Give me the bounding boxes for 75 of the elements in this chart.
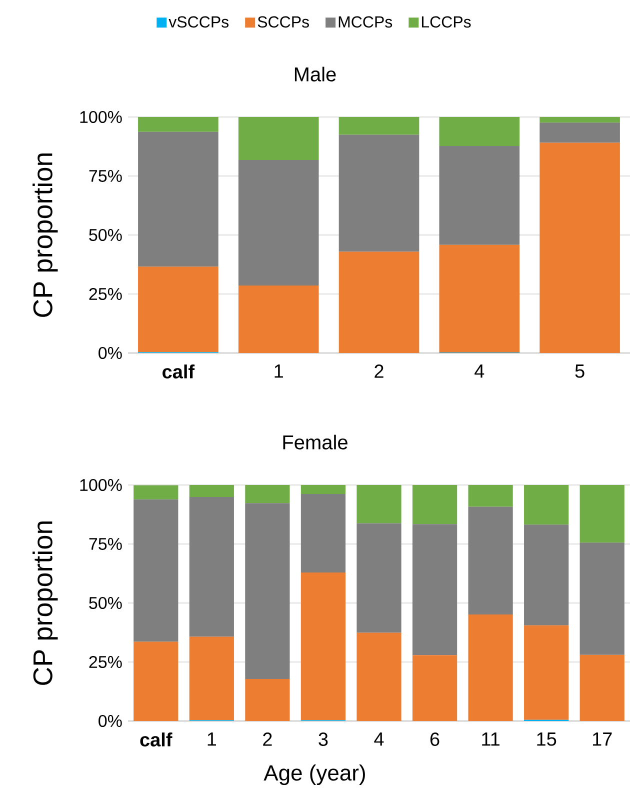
x-tick-label: 11 (482, 732, 500, 746)
bar (245, 678, 290, 721)
y-tick-label: 75% (89, 538, 122, 550)
bar (439, 146, 520, 245)
bar (300, 572, 346, 720)
bar (524, 485, 569, 525)
bar (134, 642, 178, 721)
bar (468, 614, 513, 721)
bar (189, 636, 234, 720)
bar (356, 485, 402, 524)
legend-label: LCCPs (422, 16, 471, 28)
bar (356, 632, 402, 721)
bar (524, 625, 569, 720)
bar (238, 116, 319, 160)
bar (412, 485, 458, 524)
bar (338, 252, 420, 353)
bar (412, 524, 458, 656)
x-tick-label: 4 (374, 732, 384, 746)
x-tick-label: 15 (537, 732, 556, 746)
bar (468, 506, 513, 615)
y-tick-label: 100% (80, 478, 122, 492)
x-tick-label: calf (140, 732, 172, 746)
legend-label: MCCPs (338, 16, 392, 28)
y-tick-label: 25% (89, 288, 122, 300)
bar (238, 160, 319, 286)
bar (138, 132, 218, 267)
y-tick-label: 75% (89, 170, 122, 182)
x-tick-label: 4 (474, 364, 484, 378)
x-tick-label: 1 (274, 364, 283, 378)
x-axis-title: Age (year) (264, 764, 365, 786)
x-tick-label: 2 (263, 732, 272, 746)
bar (580, 485, 624, 543)
y-tick-label: 100% (80, 110, 122, 124)
bar (338, 134, 420, 252)
y-axis-title: CP proportion (32, 522, 58, 685)
bar (468, 485, 513, 507)
y-tick-label: 0% (98, 714, 122, 728)
chart-title: Male (294, 66, 336, 82)
y-axis-title: CP proportion (32, 154, 58, 317)
chart-title: Female (283, 434, 348, 450)
x-tick-label: 2 (374, 364, 384, 378)
bar (245, 485, 290, 504)
y-tick-label: 50% (89, 228, 122, 242)
bar (300, 485, 346, 494)
y-tick-label: 0% (98, 346, 122, 360)
bar (412, 655, 458, 721)
y-tick-label: 25% (89, 656, 122, 668)
x-tick-label: calf (162, 364, 195, 378)
bar (356, 523, 402, 633)
bar (338, 116, 420, 135)
y-tick-label: 50% (89, 596, 122, 610)
bar (134, 485, 178, 500)
bar (580, 542, 624, 655)
bar (138, 266, 218, 352)
bar (138, 116, 218, 132)
bar (238, 285, 319, 353)
bar (540, 122, 620, 143)
bar (134, 499, 178, 642)
bar (540, 116, 620, 123)
bar (540, 142, 620, 353)
bar (189, 497, 234, 637)
x-tick-label: 6 (430, 732, 440, 746)
bar (439, 116, 520, 146)
bar (524, 524, 569, 626)
bar (189, 485, 234, 498)
bar (300, 494, 346, 573)
legend-label: vSCCPs (168, 16, 229, 28)
bar (439, 244, 520, 353)
x-tick-label: 5 (575, 364, 584, 378)
x-tick-label: 3 (318, 732, 328, 746)
legend-label: SCCPs (258, 16, 309, 28)
bar (245, 503, 290, 679)
x-tick-label: 17 (592, 732, 612, 746)
bar (580, 654, 624, 721)
x-tick-label: 1 (208, 732, 216, 746)
